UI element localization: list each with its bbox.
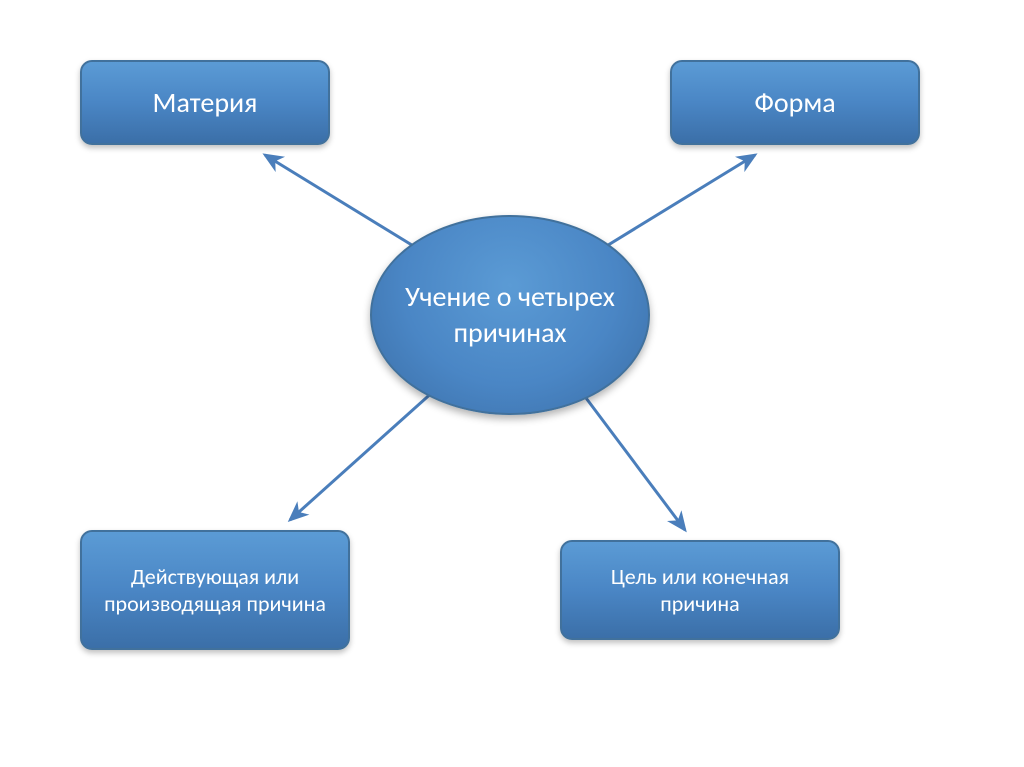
node-bottom-right: Цель или конечная причина bbox=[560, 540, 840, 640]
node-top-left-label: Материя bbox=[153, 85, 258, 120]
center-node-label: Учение о четырех причинах bbox=[382, 279, 638, 352]
node-top-right-label: Форма bbox=[754, 85, 835, 120]
arrow-bottom-right bbox=[580, 390, 685, 530]
node-top-left: Материя bbox=[80, 60, 330, 145]
arrow-top-left bbox=[265, 155, 420, 250]
arrow-top-right bbox=[600, 155, 755, 250]
node-bottom-left: Действующая или производящая причина bbox=[80, 530, 350, 650]
arrow-bottom-left bbox=[290, 390, 435, 520]
node-bottom-left-label: Действующая или производящая причина bbox=[92, 563, 338, 618]
node-top-right: Форма bbox=[670, 60, 920, 145]
center-node: Учение о четырех причинах bbox=[370, 215, 650, 415]
node-bottom-right-label: Цель или конечная причина bbox=[572, 563, 828, 618]
